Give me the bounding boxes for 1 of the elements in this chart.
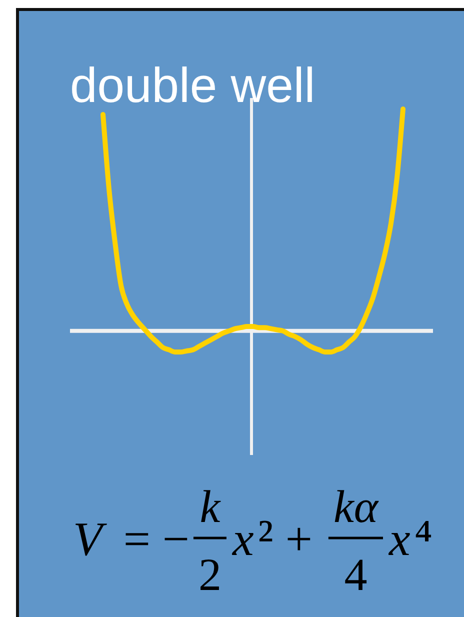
chart-title: double well: [70, 59, 316, 113]
